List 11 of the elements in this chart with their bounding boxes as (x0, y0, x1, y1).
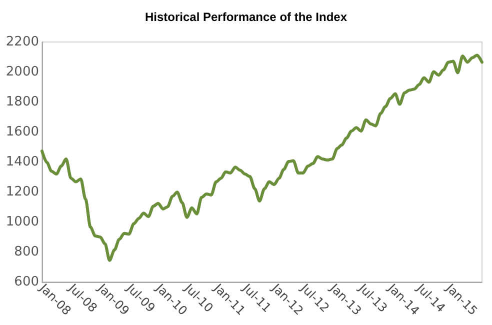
y-tick-label: 800 (14, 244, 39, 260)
y-tick-label: 1400 (6, 154, 39, 170)
y-tick-label: 1000 (6, 214, 39, 230)
y-tick-label: 1600 (6, 124, 39, 140)
y-tick-label: 1800 (6, 94, 39, 110)
chart-title: Historical Performance of the Index (144, 10, 348, 24)
y-tick-label: 600 (14, 274, 39, 290)
y-tick-label: 1200 (6, 184, 39, 200)
line-series (40, 54, 484, 262)
y-tick-label: 2000 (6, 64, 39, 80)
y-tick-label: 2200 (6, 34, 39, 50)
